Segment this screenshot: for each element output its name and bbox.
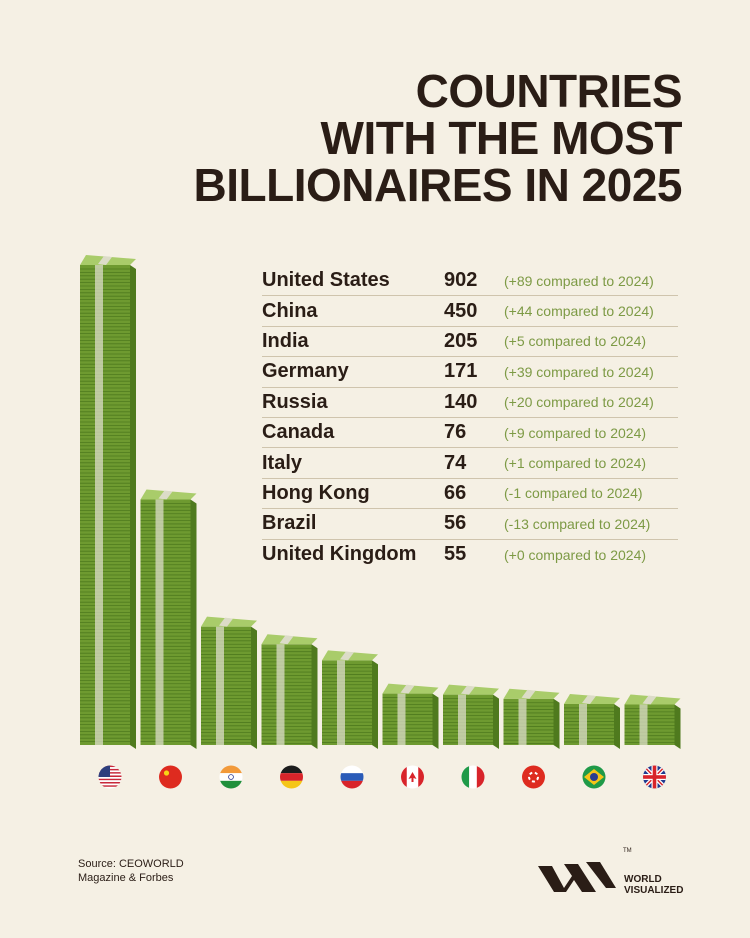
country-name: Brazil [262, 512, 317, 535]
ranking-row: United Kingdom 55 (+0 compared to 2024) [262, 540, 678, 570]
yearly-change: (+44 compared to 2024) [504, 303, 654, 320]
yearly-change: (+5 compared to 2024) [504, 333, 647, 350]
money-stack-bar [140, 489, 197, 749]
brand-name-line-1: WORLD [624, 874, 662, 885]
brand-name: WORLD VISUALIZED [624, 874, 683, 896]
yearly-change: (+9 compared to 2024) [504, 424, 647, 441]
china-flag-icon [159, 765, 182, 789]
russia-flag-icon [340, 765, 364, 789]
page-title: COUNTRIES WITH THE MOST BILLIONAIRES IN … [82, 65, 683, 211]
yearly-change: (-13 compared to 2024) [504, 515, 651, 532]
country-name: Russia [262, 390, 328, 413]
yearly-change: (-1 compared to 2024) [504, 485, 643, 502]
ranking-row: Germany 171 (+39 compared to 2024) [262, 357, 678, 388]
billionaire-count: 76 [444, 421, 467, 444]
country-name: United States [262, 269, 390, 292]
source-line-2: Magazine & Forbes [78, 872, 174, 884]
money-stack-bar [564, 693, 620, 749]
country-name: Germany [262, 360, 349, 383]
ranking-row: Hong Kong 66 (-1 compared to 2024) [262, 479, 678, 510]
brand-name-line-2: VISUALIZED [624, 885, 684, 896]
money-stack-bar [382, 683, 439, 749]
india-flag-icon [219, 765, 243, 789]
money-stack-bar [201, 616, 257, 749]
ranking-row: United States 902 (+89 compared to 2024) [262, 266, 678, 297]
money-stack-bar [80, 255, 136, 749]
country-name: India [262, 329, 309, 352]
money-stack-bar [624, 694, 681, 749]
billionaire-count: 140 [444, 390, 478, 413]
yearly-change: (+89 compared to 2024) [504, 272, 654, 289]
brand-block: TM WORLD VISUALIZED [536, 848, 696, 898]
source-note: Source: CEOWORLD Magazine & Forbes [78, 857, 184, 885]
title-line-2: WITH THE MOST [320, 112, 683, 164]
country-name: China [262, 299, 318, 322]
yearly-change: (+1 compared to 2024) [504, 455, 647, 472]
billionaire-count: 902 [444, 269, 478, 292]
title-line-3: BILLIONAIRES IN 2025 [193, 159, 683, 211]
ranking-row: India 205 (+5 compared to 2024) [262, 327, 678, 358]
ranking-row: Italy 74 (+1 compared to 2024) [262, 448, 678, 479]
country-name: Canada [262, 421, 335, 444]
us-flag-icon [98, 765, 122, 789]
country-name: Italy [262, 451, 303, 474]
title-line-1: COUNTRIES [415, 65, 683, 117]
billionaire-count: 205 [444, 329, 478, 352]
country-name: United Kingdom [262, 543, 417, 566]
billionaire-count: 66 [444, 481, 467, 504]
money-stack-bar [503, 688, 560, 749]
billionaire-count: 171 [444, 360, 478, 383]
ranking-row: Russia 140 (+20 compared to 2024) [262, 388, 678, 418]
ranking-row: Brazil 56 (-13 compared to 2024) [262, 509, 678, 540]
billionaire-count: 74 [444, 451, 467, 474]
yearly-change: (+39 compared to 2024) [504, 363, 654, 380]
yearly-change: (+20 compared to 2024) [504, 394, 654, 411]
trademark-mark: TM [623, 848, 632, 854]
italy-flag-icon [461, 765, 485, 789]
ranking-list: United States 902 (+89 compared to 2024) C… [262, 266, 678, 570]
billionaire-count: 55 [444, 543, 467, 566]
ranking-row: Canada 76 (+9 compared to 2024) [262, 418, 678, 449]
yearly-change: (+0 compared to 2024) [504, 546, 647, 563]
money-stack-bar [322, 650, 378, 749]
source-line-1: Source: CEOWORLD [78, 858, 184, 870]
germany-flag-icon [280, 765, 303, 789]
money-stack-bar [443, 684, 499, 749]
brazil-flag-icon [582, 765, 606, 789]
billionaire-count: 56 [444, 512, 467, 535]
billionaire-count: 450 [444, 299, 478, 322]
canada-flag-icon [401, 765, 424, 789]
world-visualized-logo [538, 862, 616, 892]
ranking-row: China 450 (+44 compared to 2024) [262, 296, 678, 327]
money-stack-bar [261, 634, 318, 749]
uk-flag-icon [643, 765, 666, 789]
hong-kong-flag-icon [522, 765, 545, 789]
country-name: Hong Kong [262, 481, 370, 504]
